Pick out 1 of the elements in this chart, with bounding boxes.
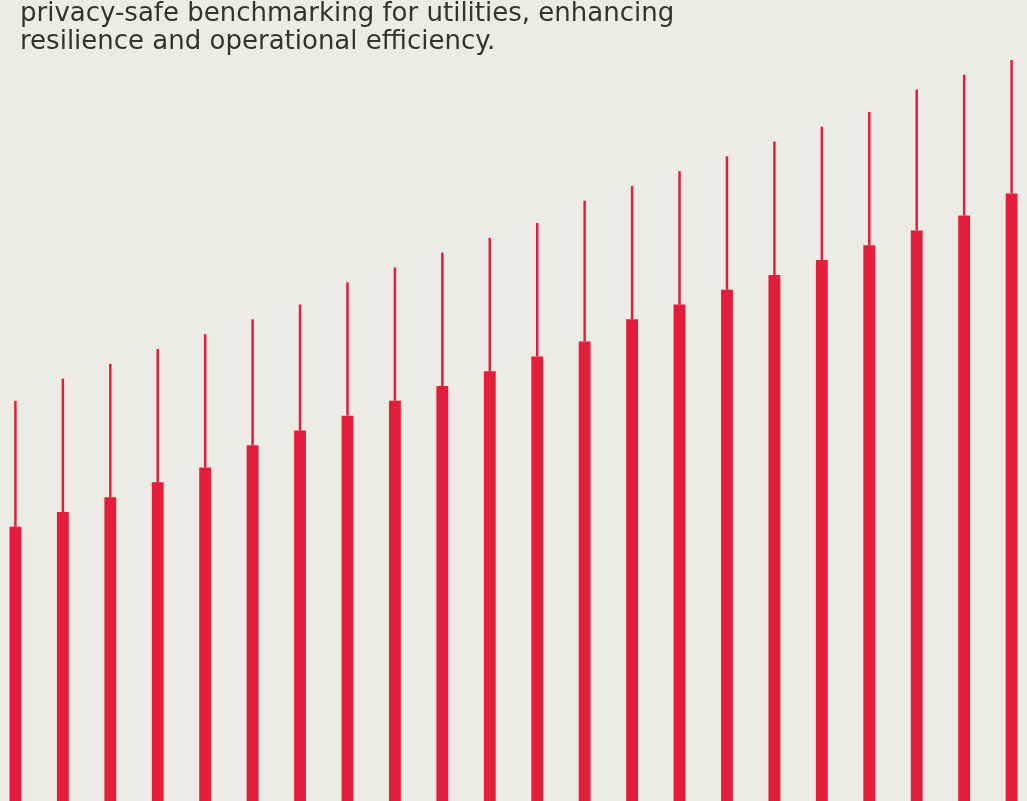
text: privacy-safe benchmarking for utilities, enhancing — [20, 0, 675, 27]
